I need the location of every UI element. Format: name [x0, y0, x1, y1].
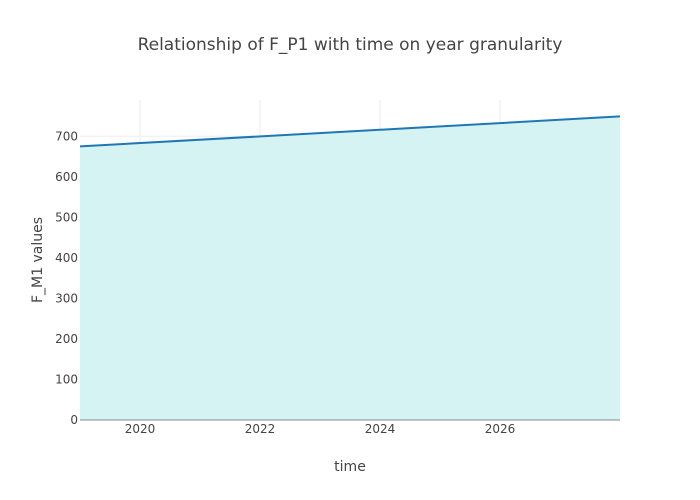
x-tick-label: 2020 — [125, 422, 156, 436]
y-tick-label: 700 — [55, 129, 78, 143]
y-tick-label: 600 — [55, 170, 78, 184]
area-fill — [80, 116, 620, 420]
y-tick-label: 100 — [55, 372, 78, 386]
x-axis-title: time — [334, 459, 366, 475]
series-line — [79, 115, 621, 148]
y-tick-label: 400 — [55, 251, 78, 265]
y-tick-label: 0 — [70, 413, 78, 427]
y-tick-label: 200 — [55, 332, 78, 346]
y-tick-label: 300 — [55, 291, 78, 305]
x-tick-label: 2024 — [365, 422, 396, 436]
y-tick-label: 500 — [55, 210, 78, 224]
x-tick-label: 2026 — [485, 422, 516, 436]
chart-title: Relationship of F_P1 with time on year g… — [138, 35, 563, 55]
axes: 2020 2022 2024 2026 0 100 200 300 400 500 600 700 — [55, 129, 620, 436]
plot-area — [79, 115, 621, 420]
x-tick-label: 2022 — [245, 422, 276, 436]
y-axis-title: F_M1 values — [30, 217, 46, 303]
